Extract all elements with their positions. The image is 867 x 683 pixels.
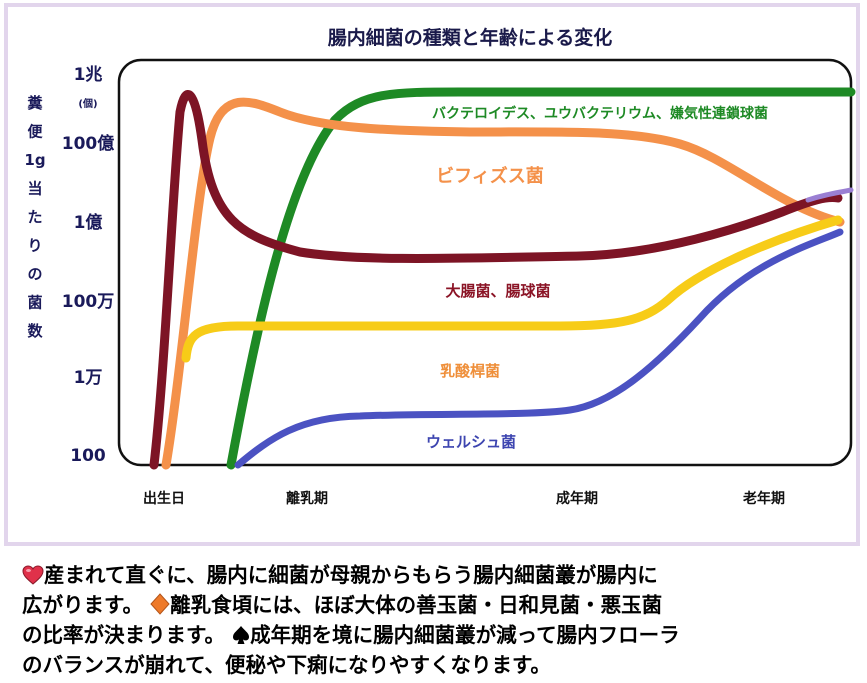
y-axis-label-char: の: [27, 265, 42, 283]
chart-title: 腸内細菌の種類と年齢による変化: [328, 26, 612, 49]
caption-line-1: 産まれて直ぐに、腸内に細菌が母親からもらう腸内細菌叢が腸内に: [22, 560, 862, 590]
series-label: バクテロイデス、ユウバクテリウム、嫌気性連鎖球菌: [432, 105, 768, 122]
caption-text-4: のバランスが崩れて、便秘や下痢になりやすくなります。: [22, 653, 551, 677]
series-lines: [149, 87, 856, 470]
y-axis-label-char: 数: [27, 322, 43, 340]
extra-line: [805, 187, 854, 203]
x-tick-label: 成年期: [556, 490, 598, 507]
series-label: 大腸菌、腸球菌: [445, 282, 550, 300]
y-axis-label-char: 菌: [27, 294, 42, 312]
caption-text-3a: の比率が決まります。: [22, 623, 225, 647]
series-label: ビフィズス菌: [436, 165, 544, 187]
y-axis-label-char: 当: [27, 180, 42, 198]
y-tick-label: 100万: [62, 292, 115, 312]
caption-text-2b: 離乳食頃には、ほぼ大体の善玉菌・日和見菌・悪玉菌: [170, 593, 663, 617]
series-labels: バクテロイデス、ユウバクテリウム、嫌気性連鎖球菌ビフィズス菌大腸菌、腸球菌乳酸桿…: [426, 105, 768, 451]
diamond-icon: [150, 593, 170, 615]
caption: 産まれて直ぐに、腸内に細菌が母親からもらう腸内細菌叢が腸内に 広がります。 離乳…: [22, 560, 862, 680]
x-tick-label: 離乳期: [286, 490, 328, 507]
y-axis-label-char: 1g: [24, 151, 45, 169]
caption-text-3b: 成年期を境に腸内細菌叢が減って腸内フローラ: [250, 623, 680, 647]
heart-icon: [22, 565, 44, 585]
y-unit-note: (個): [78, 97, 97, 110]
y-axis-label-char: 便: [27, 123, 43, 141]
caption-text-2a: 広がります。: [22, 593, 143, 617]
x-tick-label: 出生日: [143, 490, 185, 507]
series-label: 乳酸桿菌: [440, 362, 500, 380]
y-axis-label-char: 糞: [26, 94, 43, 112]
x-tick-label: 老年期: [743, 490, 785, 507]
caption-line-4: のバランスが崩れて、便秘や下痢になりやすくなります。: [22, 650, 862, 680]
y-tick-label: 100: [70, 446, 106, 466]
caption-text-1: 産まれて直ぐに、腸内に細菌が母親からもらう腸内細菌叢が腸内に: [44, 563, 658, 587]
y-axis-ticks: 1兆 100億 1億 100万 1万 100: [62, 65, 115, 466]
spade-icon: [233, 626, 250, 644]
y-tick-label: 1億: [74, 212, 103, 233]
lactobacillus-line: [181, 215, 843, 363]
caption-line-2: 広がります。 離乳食頃には、ほぼ大体の善玉菌・日和見菌・悪玉菌: [22, 590, 862, 620]
bacteroides-line: [226, 87, 856, 470]
y-tick-label: 1兆: [74, 65, 103, 85]
caption-line-3: の比率が決まります。 成年期を境に腸内細菌叢が減って腸内フローラ: [22, 620, 862, 650]
y-axis-label-char: り: [27, 237, 42, 255]
y-axis-label-char: た: [27, 208, 42, 226]
y-tick-label: 100億: [62, 133, 115, 154]
x-axis-ticks: 出生日 離乳期 成年期 老年期: [143, 490, 785, 507]
ecoli-line: [149, 89, 843, 470]
bifidobacteria-line: [161, 97, 845, 470]
clostridium-line: [234, 228, 844, 469]
series-label: ウェルシュ菌: [426, 433, 516, 451]
plot-area: [117, 58, 853, 467]
y-tick-label: 1万: [74, 368, 103, 388]
